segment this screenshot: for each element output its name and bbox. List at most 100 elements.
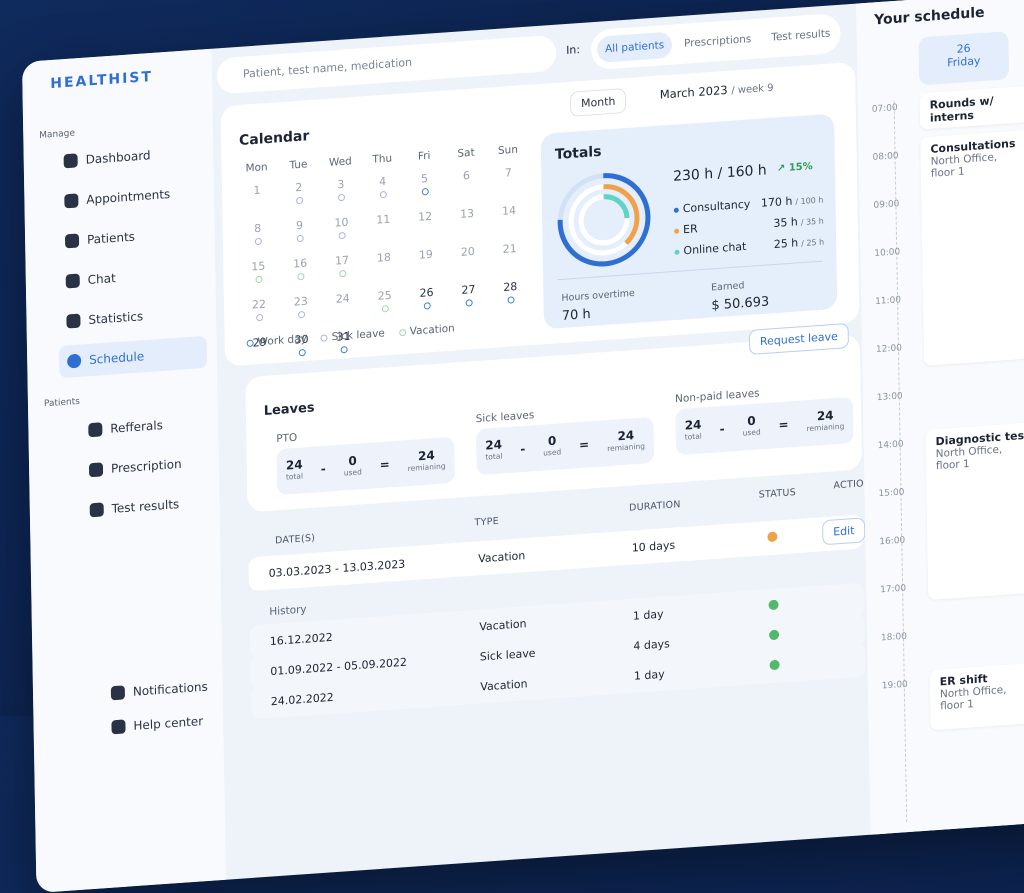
day-number: 8 (254, 221, 262, 236)
view-select[interactable]: Month (569, 87, 627, 117)
day-marker (465, 299, 473, 307)
sidebar: HEALTHIST Manage Patients Dashboard Appoi… (22, 48, 229, 893)
event-place: North Office, floor 1 (935, 443, 1003, 473)
calendar-day[interactable]: 26 (405, 285, 448, 326)
period: March 2023 / week 9 (660, 80, 774, 102)
day-marker (297, 310, 305, 319)
calendar-day[interactable]: 1 (236, 182, 279, 223)
day-number: 24 (335, 291, 350, 306)
table-header: TYPE (474, 515, 500, 529)
calendar-day[interactable]: 13 (446, 206, 489, 247)
calendar-day[interactable]: 24 (322, 291, 365, 332)
calendar-day[interactable]: 23 (280, 294, 323, 335)
event[interactable]: Diagnostic test North Office, floor 1 (925, 421, 1024, 601)
period-label: March 2023 (659, 82, 728, 102)
item-dot (673, 207, 679, 213)
calendar-day[interactable]: 2 (278, 180, 321, 221)
nav-item[interactable]: Patients (57, 216, 205, 258)
duration: 4 days (633, 637, 670, 653)
calendar-day[interactable]: 10 (320, 215, 363, 256)
calendar-day[interactable]: 27 (447, 282, 490, 323)
event[interactable]: ER shift North Office, floor 1 (929, 661, 1024, 731)
table-row: 03.03.2023 - 13.03.2023 Vacation 10 days Ed… (248, 514, 866, 592)
day-marker (338, 269, 346, 278)
time-label: 08:00 (872, 151, 899, 163)
item-dot (674, 228, 680, 234)
operator: - (520, 441, 526, 457)
calendar-day[interactable]: 22 (238, 297, 281, 338)
nav-label: Help center (133, 713, 204, 733)
day-number: 28 (503, 279, 518, 294)
date: 24.02.2022 (270, 690, 334, 709)
day-number: 2 (295, 180, 303, 195)
day-marker (295, 196, 303, 205)
logo: HEALTHIST (50, 68, 154, 93)
calendar-day[interactable]: 6 (445, 168, 488, 209)
filter-tab[interactable]: All patients (596, 31, 673, 63)
calendar-day[interactable]: 5 (403, 171, 446, 212)
day-marker (507, 296, 515, 304)
day-number: 25 (377, 288, 392, 303)
totals-item: ER 35 h/ 35 h (674, 213, 824, 236)
day-marker (254, 275, 263, 284)
totals-list: Consultancy 170 h/ 100 h ER 35 h/ 35 h Onlin… (673, 192, 825, 266)
calendar-day[interactable]: 20 (447, 244, 490, 285)
time-label: 10:00 (874, 247, 901, 260)
calendar-day[interactable]: 3 (320, 177, 363, 218)
day-marker (296, 272, 304, 281)
calendar-day[interactable]: 9 (278, 218, 321, 259)
status-icon (767, 531, 778, 543)
nav-item[interactable]: Prescription (81, 445, 229, 487)
calendar-day[interactable]: 21 (489, 241, 532, 282)
item-of: / 35 h (800, 216, 824, 228)
totals-item: Consultancy 170 h/ 100 h (673, 192, 824, 216)
nav-label: Prescription (110, 456, 182, 476)
filter-tabs: All patients Prescriptions Test results (590, 12, 841, 71)
operator: = (379, 457, 390, 473)
day-number: 21 (502, 241, 517, 256)
calendar-day[interactable]: 18 (363, 250, 406, 291)
calendar-day[interactable]: 19 (405, 247, 448, 288)
operator: - (320, 461, 326, 477)
item-of: / 100 h (795, 195, 824, 207)
nav-item[interactable]: Dashboard (55, 136, 203, 178)
nav-icon (63, 153, 78, 169)
weekday: Thu (372, 152, 393, 166)
calendar-day[interactable]: 28 (489, 279, 532, 320)
item-dot (674, 249, 680, 255)
calendar-day[interactable]: 15 (237, 259, 280, 300)
item-label: Online chat (683, 239, 747, 258)
nav-item[interactable]: Test results (81, 485, 229, 527)
calendar-day[interactable]: 16 (279, 256, 322, 297)
item-value-wrap: 170 h/ 100 h (761, 192, 824, 210)
counter-cell: 24 total (485, 437, 502, 462)
edit-button[interactable]: Edit (822, 517, 866, 546)
nav-item[interactable]: Refferals (80, 404, 228, 446)
calendar-day[interactable]: 4 (362, 174, 405, 215)
calendar-day[interactable]: 12 (404, 209, 447, 250)
weekday: Tue (289, 158, 308, 172)
leave-counter: 24 total - 0 used = 24 remianing (675, 396, 854, 456)
calendar-day[interactable]: 11 (362, 212, 405, 253)
item-value: 25 h (773, 236, 799, 252)
filter-tab[interactable]: Prescriptions (683, 33, 752, 50)
schedule-title: Your schedule (874, 4, 985, 29)
time-label: 18:00 (880, 631, 907, 644)
nav-item[interactable]: Schedule (58, 335, 208, 379)
calendar-day[interactable]: 7 (487, 165, 530, 206)
filter-tab[interactable]: Test results (771, 27, 831, 44)
calendar-day[interactable]: 25 (364, 288, 407, 329)
calendar-day[interactable]: 8 (237, 220, 280, 261)
day-marker (296, 234, 304, 243)
item-label: ER (683, 222, 698, 237)
event[interactable]: Rounds w/ interns (919, 85, 1024, 130)
nav-item[interactable]: Appointments (56, 176, 204, 218)
nav-item[interactable]: Chat (58, 256, 206, 298)
event[interactable]: Consultations North Office, floor 1 (920, 129, 1024, 366)
item-label: Consultancy (682, 197, 751, 216)
leave-name: Sick leaves (475, 409, 535, 426)
nav-icon (65, 273, 80, 289)
calendar-day[interactable]: 14 (488, 203, 531, 244)
nav-item[interactable]: Statistics (58, 296, 206, 338)
calendar-day[interactable]: 17 (321, 253, 364, 294)
